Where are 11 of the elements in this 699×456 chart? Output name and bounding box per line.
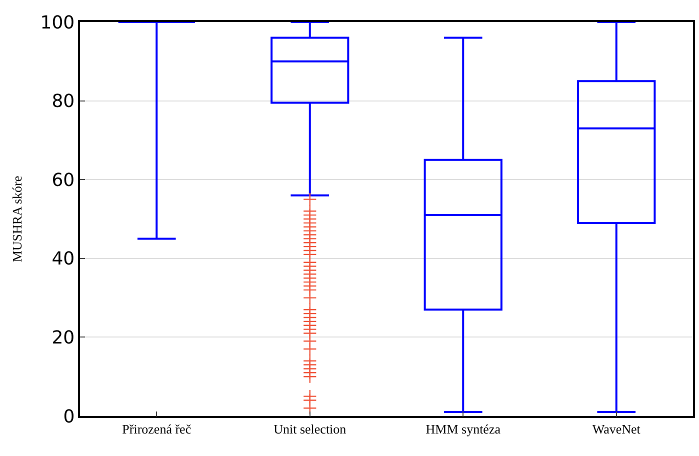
x-tick-label: Unit selection — [274, 421, 347, 436]
y-tick-label: 60 — [52, 170, 75, 191]
x-tick-label: HMM syntéza — [426, 421, 501, 436]
y-tick-label: 0 — [63, 406, 75, 428]
y-tick-label: 40 — [52, 248, 75, 270]
y-tick-label: 80 — [52, 91, 75, 112]
x-tick-label: WaveNet — [592, 421, 641, 436]
y-tick-label: 20 — [52, 328, 75, 348]
y-axis-title: MUSHRA skóre — [10, 176, 25, 262]
y-tick-label: 100 — [40, 12, 75, 34]
x-tick-label: Přirozená řeč — [122, 421, 192, 436]
